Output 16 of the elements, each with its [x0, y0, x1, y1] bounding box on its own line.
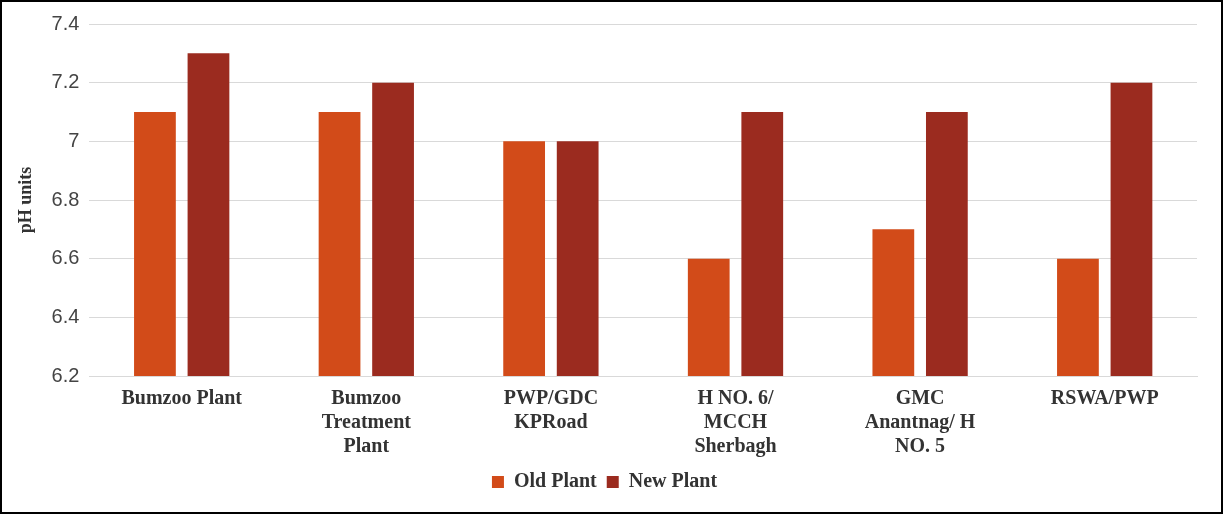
x-tick-label: Bumzoo Treatment Plant — [321, 386, 412, 457]
legend-label: Old Plant — [513, 469, 598, 492]
y-tick-label: 6.8 — [51, 187, 80, 210]
x-tick-label: Bumzoo Plant — [121, 386, 243, 409]
y-tick-label: 7.4 — [51, 11, 80, 34]
x-tick-label: H NO. 6/ MCCH Sherbagh — [694, 386, 777, 458]
y-tick-label: 7 — [68, 128, 80, 151]
y-axis-title: pH units — [15, 166, 36, 234]
x-tick-label: PWP/GDC KPRoad — [503, 386, 599, 433]
legend-label: New Plant — [628, 469, 718, 492]
y-tick-label: 7.2 — [51, 70, 80, 93]
y-tick-label: 6.6 — [51, 246, 80, 269]
y-tick-label: 6.2 — [51, 363, 80, 386]
x-tick-label: RSWA/PWP — [1050, 386, 1159, 409]
y-tick-label: 6.4 — [51, 304, 80, 327]
x-tick-label: GMC Anantnag/ H NO. 5 — [864, 386, 976, 457]
